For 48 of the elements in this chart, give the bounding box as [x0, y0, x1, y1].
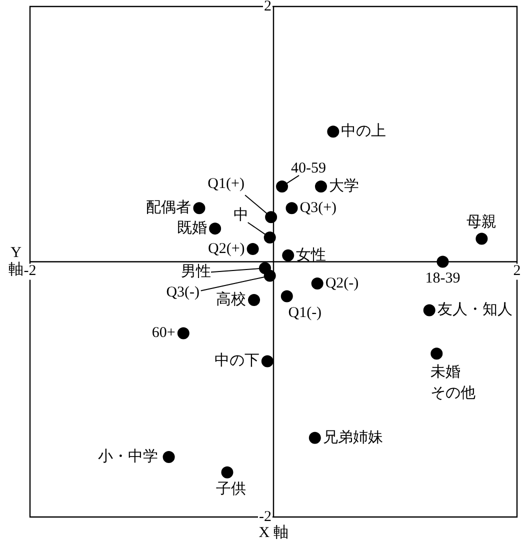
annotation: 大学 [328, 177, 359, 194]
point [177, 327, 190, 340]
annotation: 子供 [216, 481, 246, 498]
point [261, 355, 274, 368]
annotation: 高校 [216, 290, 246, 308]
annotation: Q2(-) [325, 275, 359, 292]
annotation: 60+ [152, 325, 176, 342]
x-axis-title: X 軸 [258, 524, 288, 541]
point [276, 180, 288, 192]
point [311, 277, 324, 290]
annotation: 友人・知人 [437, 301, 512, 318]
point [221, 466, 234, 478]
point [248, 294, 260, 306]
annotation: 18-39 [425, 270, 460, 287]
annotation: 男性 [180, 263, 211, 280]
point [314, 180, 327, 192]
point [423, 304, 436, 316]
annotation: 女性 [296, 246, 326, 264]
annotation: Q3(-) [166, 284, 200, 301]
annotation: 40-59 [291, 160, 326, 176]
point [280, 290, 293, 302]
point [476, 232, 488, 245]
point [264, 232, 276, 244]
y-axis-title: Y 軸 [8, 245, 24, 278]
point [264, 270, 276, 282]
point [209, 222, 222, 235]
point [282, 249, 294, 262]
annotation: 未婚その他 [430, 364, 476, 402]
point [430, 348, 443, 360]
annotation: 中の上 [341, 122, 386, 140]
annotation: 中の下 [214, 352, 260, 370]
annotation: Q1(-) [288, 305, 322, 322]
annotation: 既婚 [177, 220, 208, 237]
point [162, 451, 175, 464]
annotation: 小・中学 [98, 448, 158, 465]
annotation: Q2(+) [208, 240, 245, 257]
point [286, 202, 298, 214]
annotation: 兄弟姉妹 [322, 428, 383, 446]
annotation: 中 [233, 206, 248, 224]
annotation: Q3(+) [300, 200, 337, 216]
point [193, 202, 206, 214]
point [265, 211, 278, 224]
point [308, 432, 321, 444]
point [246, 242, 259, 255]
annotation: 母親 [466, 214, 497, 231]
annotation: Q1(+) [208, 176, 244, 192]
point [327, 126, 340, 138]
annotation: 配偶者 [146, 199, 192, 216]
